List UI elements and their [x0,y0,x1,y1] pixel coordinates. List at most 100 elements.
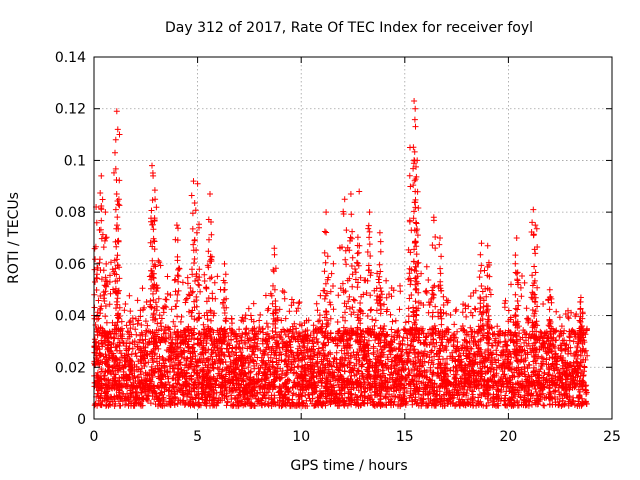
data-point [158,315,165,322]
data-point [555,401,562,408]
data-point [126,292,133,299]
data-point [383,277,390,284]
data-point [123,322,130,329]
data-point [269,328,276,334]
data-point [570,394,577,401]
data-point [334,319,341,325]
data-point [139,285,146,292]
data-point [369,316,376,323]
data-point [262,292,269,299]
data-point [472,306,479,313]
data-point [254,354,261,361]
data-point [463,313,470,320]
data-point [423,263,430,270]
data-point [197,288,204,295]
data-point [523,305,530,312]
data-point [352,269,359,276]
data-point [144,322,151,329]
data-point [397,288,404,295]
data-point [354,284,361,291]
data-point [451,321,458,328]
data-point [360,291,367,298]
data-point [156,259,163,266]
data-point [286,308,293,315]
data-point [358,362,365,369]
data-point [227,352,233,359]
data-point [574,355,580,362]
data-point [236,326,243,333]
data-point [467,293,474,300]
data-point [239,314,246,321]
data-point [478,283,485,289]
data-point [167,292,174,298]
data-point [519,273,525,279]
data-point [400,334,407,341]
data-point [204,316,211,323]
data-point [162,296,169,303]
data-point [349,283,356,290]
data-point [214,273,221,280]
data-point [497,338,504,345]
data-point [328,270,335,277]
data-point [565,315,572,322]
data-point [471,305,478,312]
data-point [326,299,333,306]
data-point [440,293,447,300]
data-point [540,301,547,307]
data-point [333,349,340,356]
data-point [250,300,257,307]
data-point [281,289,288,296]
data-point [257,311,264,318]
data-point [403,330,410,337]
data-point [374,270,381,277]
data-point [453,306,460,313]
data-point [162,330,169,336]
data-point [529,307,536,313]
data-point [107,272,113,279]
data-point [426,302,433,308]
data-point [425,309,432,316]
data-point [338,347,345,354]
data-point [200,321,207,328]
data-point [242,312,249,319]
data-point [444,355,450,362]
data-point [316,317,323,324]
data-point [282,372,289,379]
data-point [127,308,134,315]
data-point [335,292,342,299]
data-point [203,285,210,292]
data-point [212,295,219,302]
data-point [353,259,360,266]
data-point [134,297,141,304]
data-point [383,294,390,301]
data-point [153,288,160,295]
data-point [440,302,447,308]
data-point [483,293,490,300]
data-point [251,351,258,358]
data-point [459,309,466,316]
data-point [476,274,483,281]
data-point [471,351,478,358]
data-point [502,297,509,304]
data-point [565,314,571,320]
data-point [330,306,337,313]
data-point [396,306,403,313]
data-point [157,320,164,326]
data-point [582,356,589,363]
data-point [508,281,514,288]
data-point [387,311,394,318]
data-point [236,345,243,352]
data-point [164,273,171,280]
data-point [493,347,500,354]
data-point [176,265,183,272]
data-point [171,277,178,284]
data-point [347,359,354,366]
data-point [177,318,184,325]
data-point [256,317,263,324]
data-point [279,367,286,374]
data-point [517,284,524,291]
data-point [195,281,202,288]
data-point [124,328,131,335]
data-point [505,307,512,314]
data-point [107,290,114,297]
